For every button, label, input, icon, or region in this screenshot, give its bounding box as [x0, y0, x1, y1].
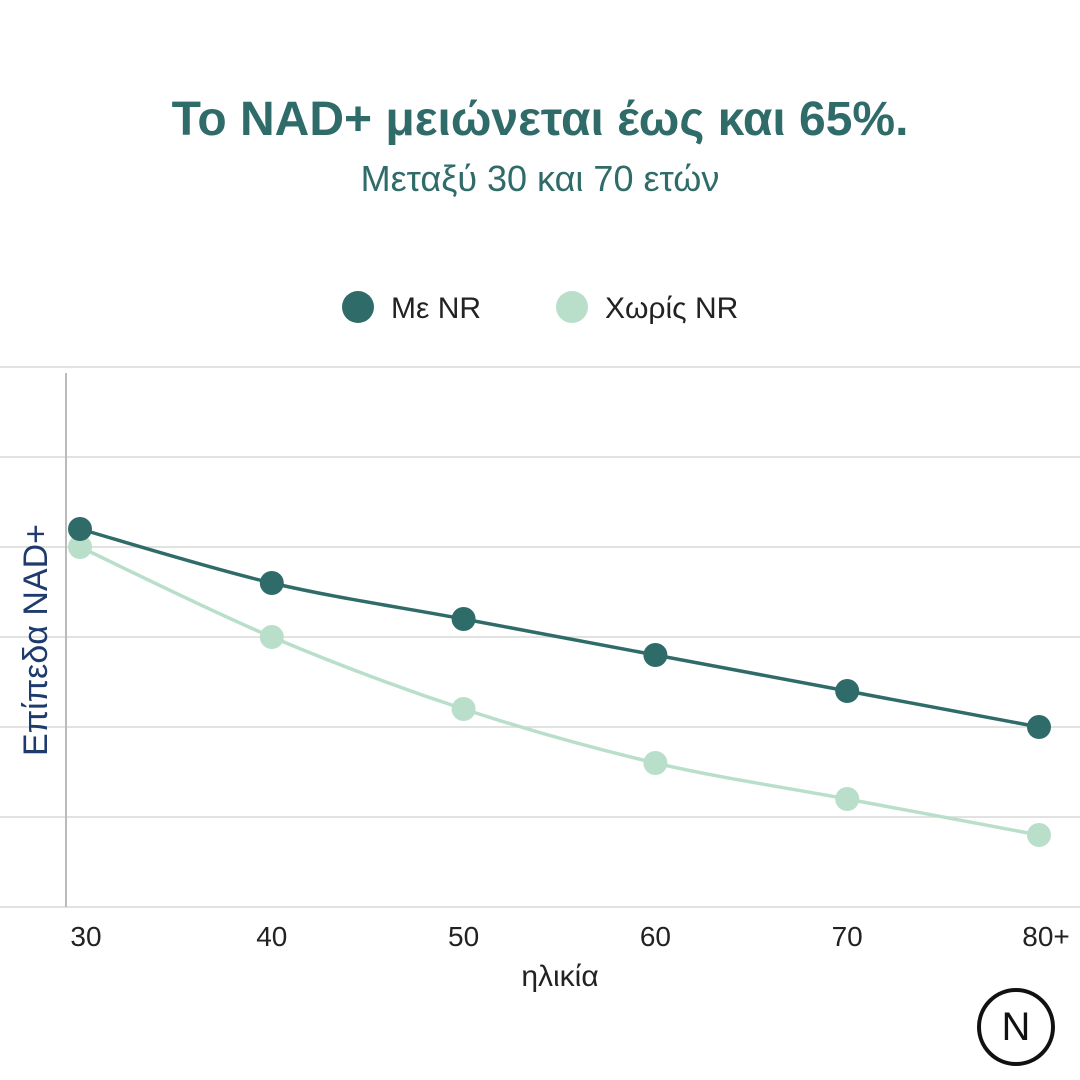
chart-title: Το NAD+ μειώνεται έως και 65%. — [171, 93, 909, 146]
data-point — [451, 697, 476, 721]
data-point — [835, 787, 860, 811]
legend-marker — [342, 291, 374, 323]
legend-label: Χωρίς NR — [605, 292, 738, 325]
chart-subtitle: Μεταξύ 30 και 70 ετών — [360, 158, 720, 199]
x-axis-label: ηλικία — [521, 960, 598, 993]
x-tick-label: 40 — [256, 921, 287, 952]
x-tick-label: 80+ — [1022, 921, 1070, 952]
series-without-nr — [68, 535, 1051, 847]
x-tick-label: 70 — [832, 921, 863, 952]
data-point — [835, 679, 860, 703]
legend: Με NR Χωρίς NR — [342, 291, 738, 325]
data-point — [68, 517, 92, 541]
y-axis-label: Επίπεδα NAD+ — [17, 524, 55, 756]
data-point — [68, 535, 92, 559]
logo-letter: N — [1001, 1004, 1031, 1049]
series-line — [79, 545, 1040, 837]
legend-marker — [556, 291, 588, 323]
series-with-nr — [68, 517, 1051, 739]
data-point — [451, 607, 476, 631]
brand-logo: N — [977, 988, 1055, 1066]
legend-label: Με NR — [391, 292, 481, 325]
data-point — [259, 625, 284, 649]
data-point — [259, 571, 284, 595]
data-point — [1027, 823, 1051, 847]
x-tick-label: 60 — [640, 921, 671, 952]
data-point — [1027, 715, 1051, 739]
gridlines — [0, 366, 1080, 908]
data-point — [643, 643, 668, 667]
x-tick-label: 50 — [448, 921, 479, 952]
data-point — [643, 751, 668, 775]
x-tick-label: 30 — [70, 921, 101, 952]
series-line — [79, 527, 1040, 729]
